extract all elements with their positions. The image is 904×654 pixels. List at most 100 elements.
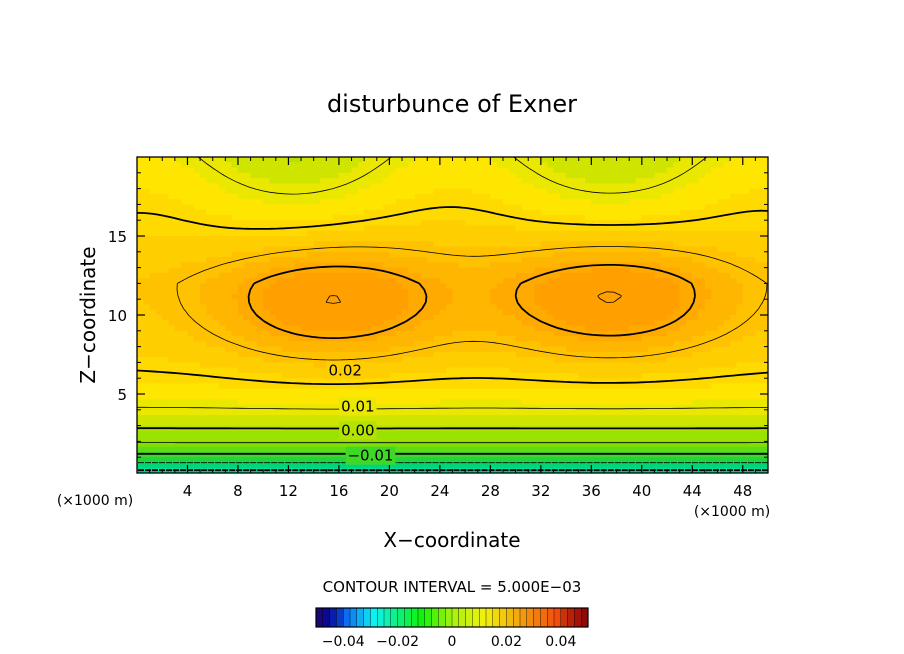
field-cell	[376, 351, 384, 358]
field-cell	[484, 267, 491, 274]
field-cell	[641, 257, 649, 263]
field-cell	[490, 262, 498, 269]
field-cell	[225, 399, 233, 406]
field-cell	[326, 446, 334, 453]
field-cell	[603, 236, 611, 242]
field-cell	[332, 409, 340, 416]
field-cell	[231, 325, 239, 332]
field-cell	[326, 309, 334, 316]
field-cell	[193, 325, 201, 332]
field-cell	[294, 320, 302, 327]
field-cell	[559, 199, 567, 205]
field-cell	[168, 441, 176, 448]
field-cell	[521, 262, 529, 269]
field-cell	[635, 251, 643, 258]
field-cell	[629, 162, 637, 169]
field-cell	[338, 267, 346, 274]
field-cell	[648, 288, 656, 295]
field-cell	[269, 157, 277, 163]
field-cell	[635, 404, 643, 411]
field-cell	[237, 309, 245, 316]
field-cell	[578, 178, 586, 184]
field-cell	[143, 204, 151, 211]
field-cell	[641, 293, 649, 300]
field-cell	[294, 351, 302, 358]
field-cell	[408, 388, 416, 395]
field-cell	[181, 278, 189, 284]
field-cell	[477, 315, 485, 321]
field-cell	[414, 220, 422, 227]
field-cell	[553, 241, 561, 248]
field-cell	[654, 199, 662, 205]
field-cell	[395, 383, 403, 390]
field-cell	[225, 178, 233, 184]
field-cell	[654, 257, 662, 263]
field-cell	[376, 309, 384, 316]
field-cell	[212, 315, 220, 321]
field-cell	[402, 267, 409, 274]
field-cell	[200, 236, 208, 242]
field-cell	[471, 415, 479, 421]
field-cell	[616, 278, 624, 284]
field-cell	[338, 199, 346, 205]
field-cell	[616, 178, 624, 184]
field-cell	[206, 320, 214, 327]
field-cell	[376, 299, 384, 306]
field-cell	[212, 404, 220, 411]
field-cell	[566, 267, 573, 274]
field-cell	[622, 367, 630, 374]
field-cell	[553, 188, 561, 195]
field-cell	[622, 336, 630, 342]
field-cell	[420, 415, 428, 421]
field-cell	[616, 267, 624, 274]
field-cell	[219, 446, 226, 453]
field-cell	[471, 346, 479, 353]
field-cell	[351, 178, 359, 184]
field-cell	[566, 351, 573, 358]
field-cell	[540, 436, 548, 442]
field-cell	[143, 430, 151, 437]
field-cell	[572, 267, 580, 274]
field-cell	[395, 309, 403, 316]
field-cell	[654, 309, 662, 316]
field-cell	[288, 246, 296, 253]
field-cell	[282, 315, 290, 321]
field-cell	[566, 230, 573, 237]
field-cell	[534, 241, 542, 248]
field-cell	[137, 230, 144, 237]
field-cell	[143, 172, 151, 179]
field-cell	[433, 357, 441, 363]
field-cell	[231, 199, 239, 205]
field-cell	[654, 415, 662, 421]
field-cell	[212, 420, 220, 427]
field-cell	[641, 299, 649, 306]
field-cell	[654, 157, 662, 163]
field-cell	[446, 309, 454, 316]
field-cell	[263, 336, 271, 342]
field-cell	[319, 341, 327, 348]
field-cell	[149, 157, 157, 163]
field-cell	[225, 214, 233, 221]
field-cell	[225, 267, 233, 274]
field-cell	[484, 388, 491, 395]
field-cell	[509, 157, 517, 163]
field-cell	[547, 362, 555, 369]
field-cell	[484, 272, 491, 279]
field-cell	[509, 283, 517, 290]
field-cell	[420, 283, 428, 290]
field-cell	[313, 309, 321, 316]
field-cell	[237, 236, 245, 242]
field-cell	[540, 204, 548, 211]
field-cell	[155, 193, 163, 200]
field-cell	[294, 167, 302, 174]
field-cell	[376, 330, 384, 337]
field-cell	[559, 367, 567, 374]
field-cell	[610, 236, 618, 242]
field-cell	[433, 309, 441, 316]
field-cell	[332, 446, 340, 453]
field-cell	[389, 420, 397, 427]
field-cell	[351, 209, 359, 216]
field-cell	[439, 272, 447, 279]
field-cell	[414, 230, 422, 237]
field-cell	[187, 267, 195, 274]
